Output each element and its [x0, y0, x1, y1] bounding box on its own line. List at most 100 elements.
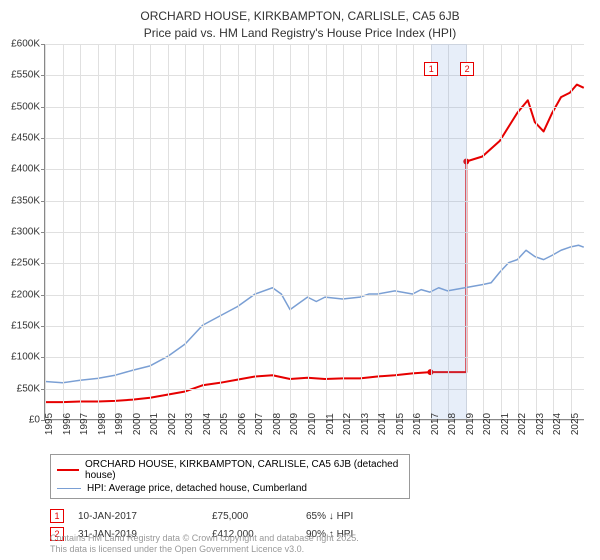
x-axis-label: 2011	[325, 413, 336, 435]
gridline-vertical	[413, 44, 414, 419]
sales-date: 10-JAN-2017	[78, 511, 198, 522]
x-axis-label: 1998	[97, 413, 108, 435]
x-axis-label: 2023	[535, 413, 546, 435]
y-axis-label: £200K	[11, 289, 40, 300]
gridline-horizontal	[45, 357, 584, 358]
x-axis-label: 2010	[307, 413, 318, 435]
gridline-horizontal	[45, 326, 584, 327]
legend-label: ORCHARD HOUSE, KIRKBAMPTON, CARLISLE, CA…	[85, 459, 403, 481]
x-axis-label: 1999	[114, 413, 125, 435]
gridline-vertical	[290, 44, 291, 419]
y-axis-label: £450K	[11, 133, 40, 144]
gridline-vertical	[483, 44, 484, 419]
gridline-vertical	[185, 44, 186, 419]
x-axis-label: 2000	[132, 413, 143, 435]
x-axis-label: 2017	[430, 413, 441, 435]
x-axis-label: 2022	[517, 413, 528, 435]
gridline-vertical	[238, 44, 239, 419]
legend-row: HPI: Average price, detached house, Cumb…	[57, 482, 403, 495]
x-axis-label: 2006	[237, 413, 248, 435]
x-axis-label: 1997	[79, 413, 90, 435]
y-axis-label: £0	[29, 415, 40, 426]
chart-title: ORCHARD HOUSE, KIRKBAMPTON, CARLISLE, CA…	[0, 0, 600, 25]
y-axis-label: £50K	[17, 383, 40, 394]
gridline-vertical	[343, 44, 344, 419]
x-axis-label: 2025	[570, 413, 581, 435]
gridline-vertical	[501, 44, 502, 419]
x-axis-label: 2005	[219, 413, 230, 435]
x-axis-label: 2015	[395, 413, 406, 435]
y-axis-label: £500K	[11, 101, 40, 112]
gridline-vertical	[571, 44, 572, 419]
x-axis-label: 2020	[482, 413, 493, 435]
legend-area: ORCHARD HOUSE, KIRKBAMPTON, CARLISLE, CA…	[50, 454, 550, 543]
gridline-horizontal	[45, 389, 584, 390]
x-axis-label: 2021	[500, 413, 511, 435]
gridline-vertical	[150, 44, 151, 419]
gridline-vertical	[255, 44, 256, 419]
x-axis-label: 2008	[272, 413, 283, 435]
x-axis-label: 2016	[412, 413, 423, 435]
legend-swatch	[57, 469, 79, 471]
y-axis-label: £250K	[11, 258, 40, 269]
y-axis-label: £100K	[11, 352, 40, 363]
sales-marker: 1	[50, 509, 64, 523]
series-property	[45, 85, 584, 403]
chart-marker-2: 2	[460, 62, 474, 76]
gridline-horizontal	[45, 201, 584, 202]
sales-row: 110-JAN-2017£75,00065% ↓ HPI	[50, 507, 550, 525]
x-axis-label: 2024	[552, 413, 563, 435]
gridline-horizontal	[45, 138, 584, 139]
gridline-vertical	[536, 44, 537, 419]
chart-marker-1: 1	[424, 62, 438, 76]
x-axis-label: 2002	[167, 413, 178, 435]
gridline-vertical	[45, 44, 46, 419]
y-axis-label: £150K	[11, 321, 40, 332]
x-axis-label: 2009	[289, 413, 300, 435]
gridline-vertical	[308, 44, 309, 419]
x-axis-label: 2003	[184, 413, 195, 435]
y-axis-label: £350K	[11, 195, 40, 206]
legend-row: ORCHARD HOUSE, KIRKBAMPTON, CARLISLE, CA…	[57, 458, 403, 482]
gridline-vertical	[273, 44, 274, 419]
y-axis-label: £600K	[11, 39, 40, 50]
gridline-vertical	[326, 44, 327, 419]
x-axis-label: 1995	[44, 413, 55, 435]
plot-area: 12	[44, 44, 584, 420]
gridline-vertical	[220, 44, 221, 419]
x-axis-label: 2014	[377, 413, 388, 435]
y-axis-label: £400K	[11, 164, 40, 175]
x-axis-label: 2019	[465, 413, 476, 435]
legend-box: ORCHARD HOUSE, KIRKBAMPTON, CARLISLE, CA…	[50, 454, 410, 499]
gridline-horizontal	[45, 107, 584, 108]
highlight-band	[431, 44, 467, 419]
attribution-line2: This data is licensed under the Open Gov…	[50, 544, 359, 556]
x-axis-label: 2018	[447, 413, 458, 435]
gridline-horizontal	[45, 169, 584, 170]
chart-subtitle: Price paid vs. HM Land Registry's House …	[0, 25, 600, 42]
y-axis-label: £550K	[11, 70, 40, 81]
gridline-horizontal	[45, 232, 584, 233]
price-chart-container: { "title": "ORCHARD HOUSE, KIRKBAMPTON, …	[0, 0, 600, 560]
gridline-vertical	[396, 44, 397, 419]
y-axis-label: £300K	[11, 227, 40, 238]
attribution-text: Contains HM Land Registry data © Crown c…	[50, 533, 359, 556]
gridline-horizontal	[45, 75, 584, 76]
gridline-horizontal	[45, 44, 584, 45]
gridline-horizontal	[45, 263, 584, 264]
x-axis-label: 2012	[342, 413, 353, 435]
y-axis: £0£50K£100K£150K£200K£250K£300K£350K£400…	[0, 44, 44, 420]
gridline-vertical	[98, 44, 99, 419]
gridline-vertical	[553, 44, 554, 419]
gridline-vertical	[361, 44, 362, 419]
x-axis-label: 1996	[62, 413, 73, 435]
gridline-vertical	[168, 44, 169, 419]
gridline-vertical	[518, 44, 519, 419]
gridline-vertical	[133, 44, 134, 419]
sales-price: £75,000	[212, 511, 292, 522]
gridline-horizontal	[45, 295, 584, 296]
gridline-vertical	[63, 44, 64, 419]
series-hpi	[45, 245, 584, 383]
gridline-vertical	[378, 44, 379, 419]
gridline-vertical	[203, 44, 204, 419]
